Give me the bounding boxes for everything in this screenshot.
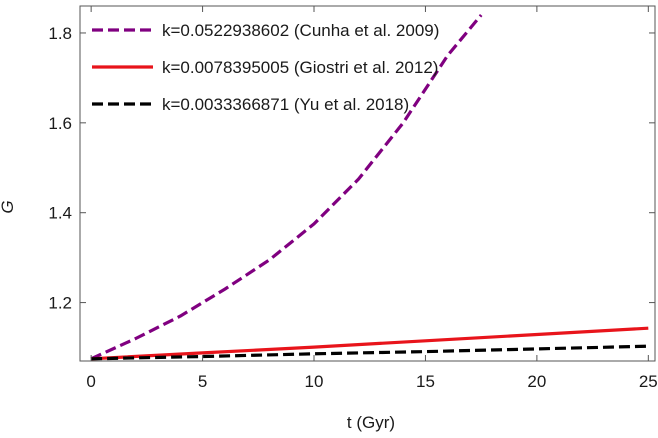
x-axis-label: t (Gyr) (347, 413, 395, 432)
legend-label-3: k=0.0033366871 (Yu et al. 2018) (162, 95, 409, 114)
y-axis-label: G (0, 200, 17, 213)
y-tick-label: 1.6 (48, 114, 72, 133)
series-layer (90, 13, 649, 361)
x-tick-label: 15 (416, 372, 435, 391)
y-tick-label: 1.8 (48, 24, 72, 43)
legend-label-1: k=0.0522938602 (Cunha et al. 2009) (162, 21, 439, 40)
legend: k=0.0522938602 (Cunha et al. 2009) k=0.00… (92, 21, 439, 114)
x-tick-label: 0 (86, 372, 95, 391)
y-tick-label: 1.2 (48, 294, 72, 313)
plot-border (79, 5, 656, 362)
plot-frame (79, 5, 656, 362)
x-tick-label: 5 (198, 372, 207, 391)
axes-layer: 0 5 10 15 20 25 1.2 1.4 1.6 1.8 (48, 6, 658, 391)
x-tick-label: 20 (527, 372, 546, 391)
series-line-3 (91, 344, 649, 361)
legend-label-2: k=0.0078395005 (Giostri et al. 2012) (162, 58, 438, 77)
y-tick-label: 1.4 (48, 204, 72, 223)
x-tick-label: 25 (639, 372, 658, 391)
series-line-1 (90, 13, 483, 361)
series-line-2 (91, 326, 649, 361)
x-tick-label: 10 (305, 372, 324, 391)
